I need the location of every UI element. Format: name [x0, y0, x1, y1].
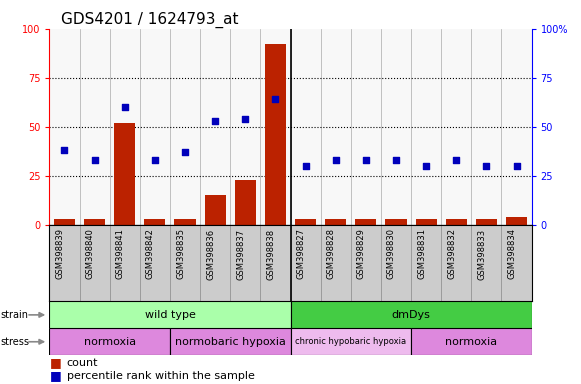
Bar — [265, 45, 286, 225]
Text: dmDys: dmDys — [392, 310, 431, 320]
Bar — [49, 328, 170, 355]
Bar — [385, 219, 407, 225]
Text: GSM398842: GSM398842 — [146, 228, 155, 279]
Point — [150, 157, 160, 163]
Point — [60, 147, 69, 153]
Point — [421, 163, 431, 169]
Text: percentile rank within the sample: percentile rank within the sample — [67, 371, 254, 381]
Bar — [506, 217, 527, 225]
Text: ■: ■ — [49, 369, 61, 382]
Bar — [174, 219, 196, 225]
Bar — [411, 328, 532, 355]
Text: GSM398839: GSM398839 — [55, 228, 64, 280]
Bar — [415, 219, 437, 225]
Text: GSM398833: GSM398833 — [478, 228, 486, 280]
Point — [241, 116, 250, 122]
Point — [451, 157, 461, 163]
Bar — [295, 219, 316, 225]
Bar — [290, 301, 532, 328]
Text: strain: strain — [1, 310, 28, 320]
Text: GSM398841: GSM398841 — [116, 228, 125, 279]
Text: GSM398840: GSM398840 — [85, 228, 95, 279]
Text: normoxia: normoxia — [84, 337, 136, 347]
Text: normoxia: normoxia — [445, 337, 497, 347]
Text: GSM398836: GSM398836 — [206, 228, 215, 280]
Text: GSM398832: GSM398832 — [447, 228, 456, 280]
Bar — [205, 195, 225, 225]
Text: GSM398835: GSM398835 — [176, 228, 185, 280]
Point — [180, 149, 189, 155]
Bar — [49, 301, 290, 328]
Text: ■: ■ — [49, 356, 61, 369]
Text: GSM398834: GSM398834 — [508, 228, 517, 280]
Point — [392, 157, 401, 163]
Text: GSM398828: GSM398828 — [327, 228, 336, 280]
Point — [210, 118, 220, 124]
Text: GSM398837: GSM398837 — [236, 228, 245, 280]
Bar — [144, 219, 166, 225]
Text: GSM398831: GSM398831 — [417, 228, 426, 280]
Text: GSM398830: GSM398830 — [387, 228, 396, 280]
Text: normobaric hypoxia: normobaric hypoxia — [175, 337, 286, 347]
Bar — [356, 219, 376, 225]
Point — [512, 163, 521, 169]
Bar — [476, 219, 497, 225]
Point — [361, 157, 371, 163]
Bar — [325, 219, 346, 225]
Text: GSM398827: GSM398827 — [296, 228, 306, 280]
Point — [482, 163, 491, 169]
Point — [271, 96, 280, 103]
Text: GSM398838: GSM398838 — [267, 228, 275, 280]
Bar — [114, 123, 135, 225]
Bar — [446, 219, 467, 225]
Text: stress: stress — [1, 337, 30, 347]
Point — [120, 104, 130, 110]
Text: count: count — [67, 358, 98, 368]
Text: GSM398829: GSM398829 — [357, 228, 366, 279]
Bar — [84, 219, 105, 225]
Bar — [290, 328, 411, 355]
Text: chronic hypobaric hypoxia: chronic hypobaric hypoxia — [295, 337, 406, 346]
Text: GDS4201 / 1624793_at: GDS4201 / 1624793_at — [61, 12, 239, 28]
Point — [301, 163, 310, 169]
Bar — [54, 219, 75, 225]
Point — [90, 157, 99, 163]
Bar — [170, 328, 290, 355]
Text: wild type: wild type — [145, 310, 195, 320]
Point — [331, 157, 340, 163]
Bar — [235, 180, 256, 225]
